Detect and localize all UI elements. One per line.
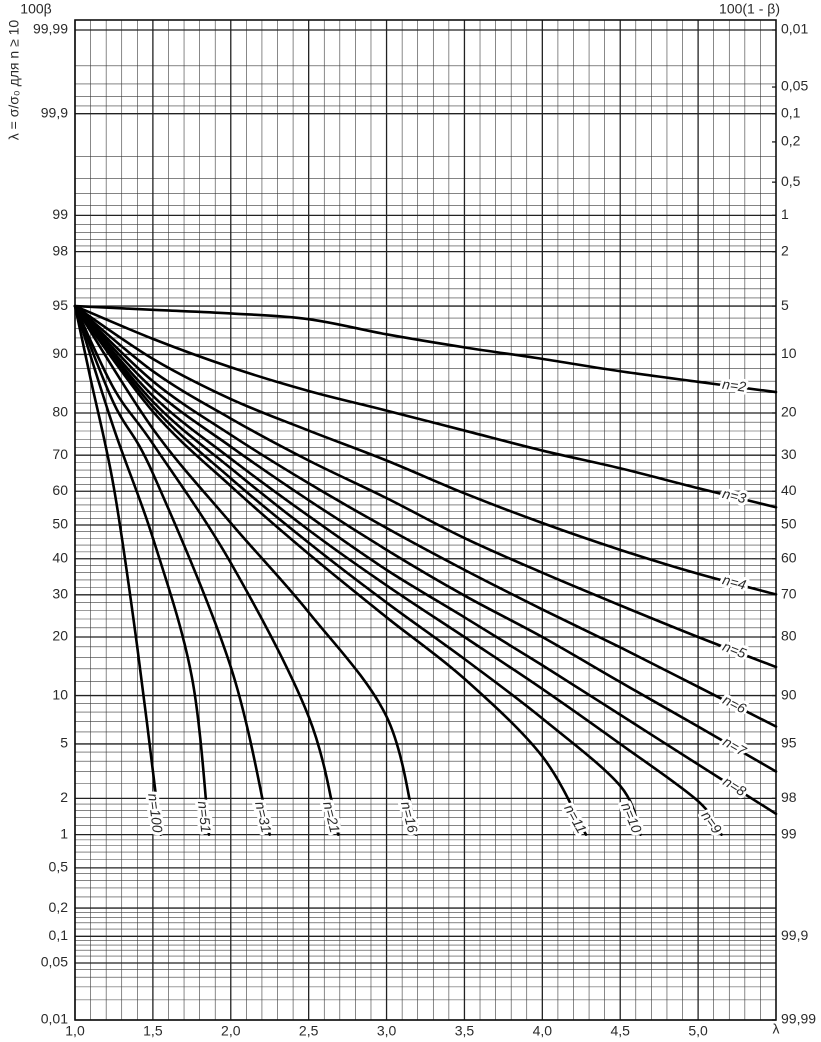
y-tick-label: 5	[60, 735, 68, 751]
curve	[73, 304, 642, 836]
y2-tick-label: 5	[781, 297, 789, 313]
y-tick-label: 2	[60, 789, 68, 805]
grid	[74, 19, 777, 1021]
y2-tick-label: 99,9	[781, 927, 808, 943]
y2-tick-label: 2	[781, 242, 789, 258]
y-tick-label: 10	[52, 686, 68, 702]
curve	[73, 304, 418, 836]
y-tick-label: 80	[52, 404, 68, 420]
curve	[73, 304, 778, 728]
y-tick-label: 60	[52, 482, 68, 498]
x-tick-label: 3,0	[377, 1023, 397, 1039]
curve-label: n=2	[721, 376, 747, 395]
y2-tick-label: 0,05	[781, 78, 808, 94]
y-tick-label: 0,01	[41, 1011, 68, 1027]
y-left-label: 100β	[20, 1, 51, 17]
y-tick-label: 1	[60, 825, 68, 841]
curve	[73, 304, 778, 509]
y2-tick-label: 70	[781, 586, 797, 602]
y-tick-label: 70	[52, 446, 68, 462]
y2-tick-label: 10	[781, 345, 797, 361]
curve	[73, 304, 778, 596]
y2-tick-label: 80	[781, 628, 797, 644]
curve	[73, 304, 162, 836]
curve	[73, 304, 272, 836]
y-tick-label: 50	[52, 516, 68, 532]
y2-tick-label: 99	[781, 825, 797, 841]
y2-tick-label: 0,2	[781, 133, 801, 149]
y-tick-label: 20	[52, 628, 68, 644]
x-tick-label: 1,0	[65, 1023, 85, 1039]
y-tick-label: 99,99	[33, 21, 68, 37]
y2-tick-label: 60	[781, 549, 797, 565]
curve	[73, 304, 778, 394]
y-tick-label: 40	[52, 549, 68, 565]
y-tick-label: 95	[52, 297, 68, 313]
y2-tick-label: 30	[781, 446, 797, 462]
y2-tick-label: 98	[781, 789, 797, 805]
x-tick-label: 2,5	[299, 1023, 319, 1039]
curves	[73, 304, 778, 836]
x-tick-label: 4,0	[533, 1023, 553, 1039]
y-tick-label: 0,2	[49, 899, 69, 915]
y2-tick-label: 40	[781, 482, 797, 498]
curve	[73, 304, 588, 836]
y2-tick-label: 0,5	[781, 173, 801, 189]
y2-tick-label: 1	[781, 206, 789, 222]
y-tick-label: 0,1	[49, 927, 69, 943]
x-tick-label: 3,5	[455, 1023, 475, 1039]
x-tick-label: 4,5	[610, 1023, 630, 1039]
curve	[73, 304, 778, 669]
y-right-label: 100(1 - β)	[719, 1, 780, 17]
y-tick-label: 90	[52, 345, 68, 361]
curve	[73, 304, 723, 836]
y-tick-label: 98	[52, 242, 68, 258]
curve	[73, 304, 778, 773]
curve-label: n=51	[195, 800, 214, 833]
curve	[73, 304, 340, 836]
x-axis-label: λ	[773, 1021, 780, 1037]
y2-tick-label: 0,1	[781, 104, 801, 120]
x-tick-label: 1,5	[143, 1023, 163, 1039]
y2-tick-label: 0,01	[781, 21, 808, 37]
y2-tick-label: 95	[781, 735, 797, 751]
y-tick-label: 30	[52, 586, 68, 602]
x-tick-label: 2,0	[221, 1023, 241, 1039]
y-tick-label: 0,05	[41, 954, 68, 970]
y2-tick-label: 20	[781, 404, 797, 420]
y2-tick-label: 90	[781, 686, 797, 702]
y-tick-label: 99	[52, 206, 68, 222]
y-axis-title: λ = σ/σ₀ для n ≥ 10	[6, 20, 22, 141]
y2-tick-label: 99,99	[781, 1011, 816, 1027]
y-tick-label: 99,9	[41, 104, 68, 120]
y2-tick-label: 50	[781, 516, 797, 532]
plot-frame	[74, 19, 777, 1021]
y-tick-label: 0,5	[49, 859, 69, 875]
curve	[73, 304, 778, 816]
x-tick-label: 5,0	[688, 1023, 708, 1039]
curve	[73, 304, 211, 836]
